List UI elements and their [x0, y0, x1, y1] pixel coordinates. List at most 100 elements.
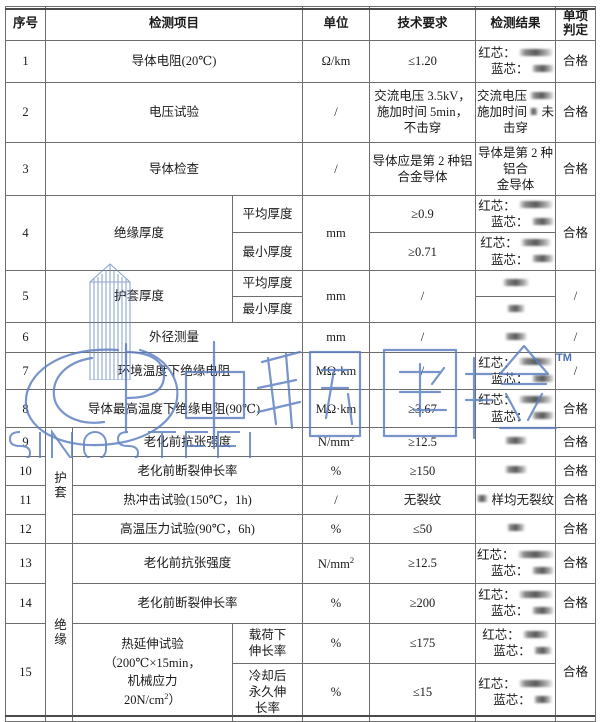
redacted-value	[477, 495, 489, 503]
row-item: 热延伸试验 （200℃×15min， 机械应力 20N/cm2）	[72, 622, 233, 722]
redacted-value	[522, 630, 549, 638]
table-row: 13 绝缘 老化前抗张强度 N/mm2 ≥12.5 红芯： 蓝芯： 合格	[5, 542, 596, 722]
row-group: 绝缘厚度	[45, 194, 233, 271]
redacted-value	[518, 201, 553, 209]
row-result	[475, 513, 556, 544]
row-no: 11	[5, 484, 46, 515]
req-line: 不击穿	[403, 121, 442, 136]
row-item: 热冲击试验(150℃，1h)	[72, 484, 303, 515]
table-row: 3 导体检查 / 导体应是第 2 种铝 合金导体 导体是第 2 种铝合 金导体 …	[5, 141, 596, 196]
row-requirement: ≤50	[369, 513, 476, 544]
result-line: 导体是第 2 种铝合	[477, 145, 553, 176]
table-row: 冷却后 永久伸 长率 % ≤15 红芯： 蓝芯：	[6, 662, 596, 722]
redacted-value	[502, 278, 529, 286]
redacted-value	[517, 550, 554, 558]
red-core-label: 红芯：	[477, 548, 515, 562]
row-item: 导体最高温度下绝缘电阻(90℃)	[45, 389, 303, 428]
row-item: 老化前断裂伸长率	[72, 455, 303, 486]
row-result: 红芯： 蓝芯：	[475, 662, 556, 722]
table-row: 5 护套厚度 平均厚度 mm / /	[5, 269, 596, 323]
redacted-value	[504, 466, 527, 474]
row-verdict: 合格	[555, 513, 596, 544]
blue-core-label: 蓝芯：	[491, 215, 529, 229]
redacted-value	[518, 358, 553, 366]
blue-core-label: 蓝芯：	[493, 693, 531, 708]
row-no: 15	[5, 622, 46, 722]
row-group-sheath: 护套	[45, 426, 73, 544]
row-verdict: /	[555, 321, 596, 353]
row-no: 4	[5, 194, 46, 271]
row-subitem: 最小厚度	[232, 232, 303, 271]
row-unit: Ω/km	[302, 39, 370, 83]
row-result: 红芯： 蓝芯：	[475, 542, 556, 584]
row-result	[475, 269, 556, 297]
row-no: 7	[5, 351, 46, 391]
redacted-value	[531, 64, 554, 72]
result-line: 交流电压	[477, 88, 528, 103]
result-line: 金导体	[496, 177, 535, 192]
blue-core-label: 蓝芯：	[491, 564, 529, 579]
row-verdict: 合格	[555, 141, 596, 196]
row-no: 6	[5, 321, 46, 353]
row-unit: N/mm2	[302, 426, 370, 457]
blue-core-label: 蓝芯：	[491, 62, 529, 77]
blue-core-label: 蓝芯：	[491, 372, 529, 386]
row-requirement: /	[369, 321, 476, 353]
row-requirement: ≤1.20	[369, 39, 476, 83]
table-row: 最小厚度 ≥0.71 红芯： 蓝芯：	[6, 232, 596, 271]
table-row: 7 环境温度下绝缘电阻 MΩ·km / 红芯： 蓝芯： /	[5, 351, 596, 391]
item-line: 热延伸试验	[121, 637, 184, 652]
row-verdict: 合格	[555, 542, 596, 584]
table-row: 10 老化前断裂伸长率 % ≥150 合格	[5, 455, 596, 486]
row-result: 交流电压 施加时间未 击穿	[475, 81, 556, 143]
row-verdict: /	[555, 351, 596, 391]
redacted-value	[518, 590, 553, 598]
row-verdict: 合格	[555, 582, 596, 624]
redacted-value	[504, 437, 527, 445]
header-result: 检测结果	[475, 6, 556, 41]
row-result: 红芯： 蓝芯：	[475, 582, 556, 624]
blue-core-label: 蓝芯：	[493, 644, 531, 659]
redacted-value	[531, 374, 554, 382]
table-row: 最小厚度	[6, 295, 596, 323]
item-line: （200℃×15min，	[104, 655, 201, 670]
table-row: 6 外径测量 mm / /	[5, 321, 596, 353]
row-requirement: /	[369, 351, 476, 391]
row-requirement: ≥150	[369, 455, 476, 486]
row-requirement: 交流电压 3.5kV， 施加时间 5min， 不击穿	[369, 81, 476, 143]
row-item: 环境温度下绝缘电阻	[45, 351, 303, 391]
row-subitem: 最小厚度	[232, 295, 303, 323]
row-result: 红芯： 蓝芯：	[475, 39, 556, 83]
row-requirement: ≥0.71	[369, 232, 476, 271]
req-line: 合金导体	[397, 169, 448, 184]
row-unit: %	[302, 455, 370, 486]
redacted-value	[518, 48, 553, 56]
row-verdict: 合格	[555, 455, 596, 486]
subitem-line: 冷却后	[248, 668, 287, 683]
row-unit: MΩ·km	[302, 389, 370, 428]
req-line: 交流电压 3.5kV，	[374, 89, 471, 104]
redacted-value	[533, 695, 552, 703]
table-row: 9 护套 老化前抗张强度 N/mm2 ≥12.5 合格	[5, 426, 596, 544]
row-no: 10	[5, 455, 46, 486]
row-result: 导体是第 2 种铝合 金导体	[475, 141, 556, 196]
row-verdict: 合格	[555, 484, 596, 515]
row-item: 外径测量	[45, 321, 303, 353]
result-text: 样均无裂纹	[491, 492, 554, 507]
row-unit: mm	[302, 194, 370, 271]
table-bottom-rule	[5, 715, 595, 717]
table-row: 12 高温压力试验(90℃，6h) % ≤50 合格	[5, 513, 596, 544]
row-item: 老化前断裂伸长率	[72, 582, 303, 624]
trademark-symbol: TM	[556, 352, 572, 364]
row-result	[475, 321, 556, 353]
row-requirement: ≥0.9	[369, 194, 476, 234]
row-item: 导体检查	[45, 141, 303, 196]
row-verdict: /	[555, 269, 596, 323]
redacted-value	[533, 646, 552, 654]
row-unit: mm	[302, 321, 370, 353]
table-row: 15 热延伸试验 （200℃×15min， 机械应力 20N/cm2） 载荷下 …	[5, 622, 596, 722]
header-requirement: 技术要求	[369, 6, 476, 41]
row-item: 高温压力试验(90℃，6h)	[72, 513, 303, 544]
